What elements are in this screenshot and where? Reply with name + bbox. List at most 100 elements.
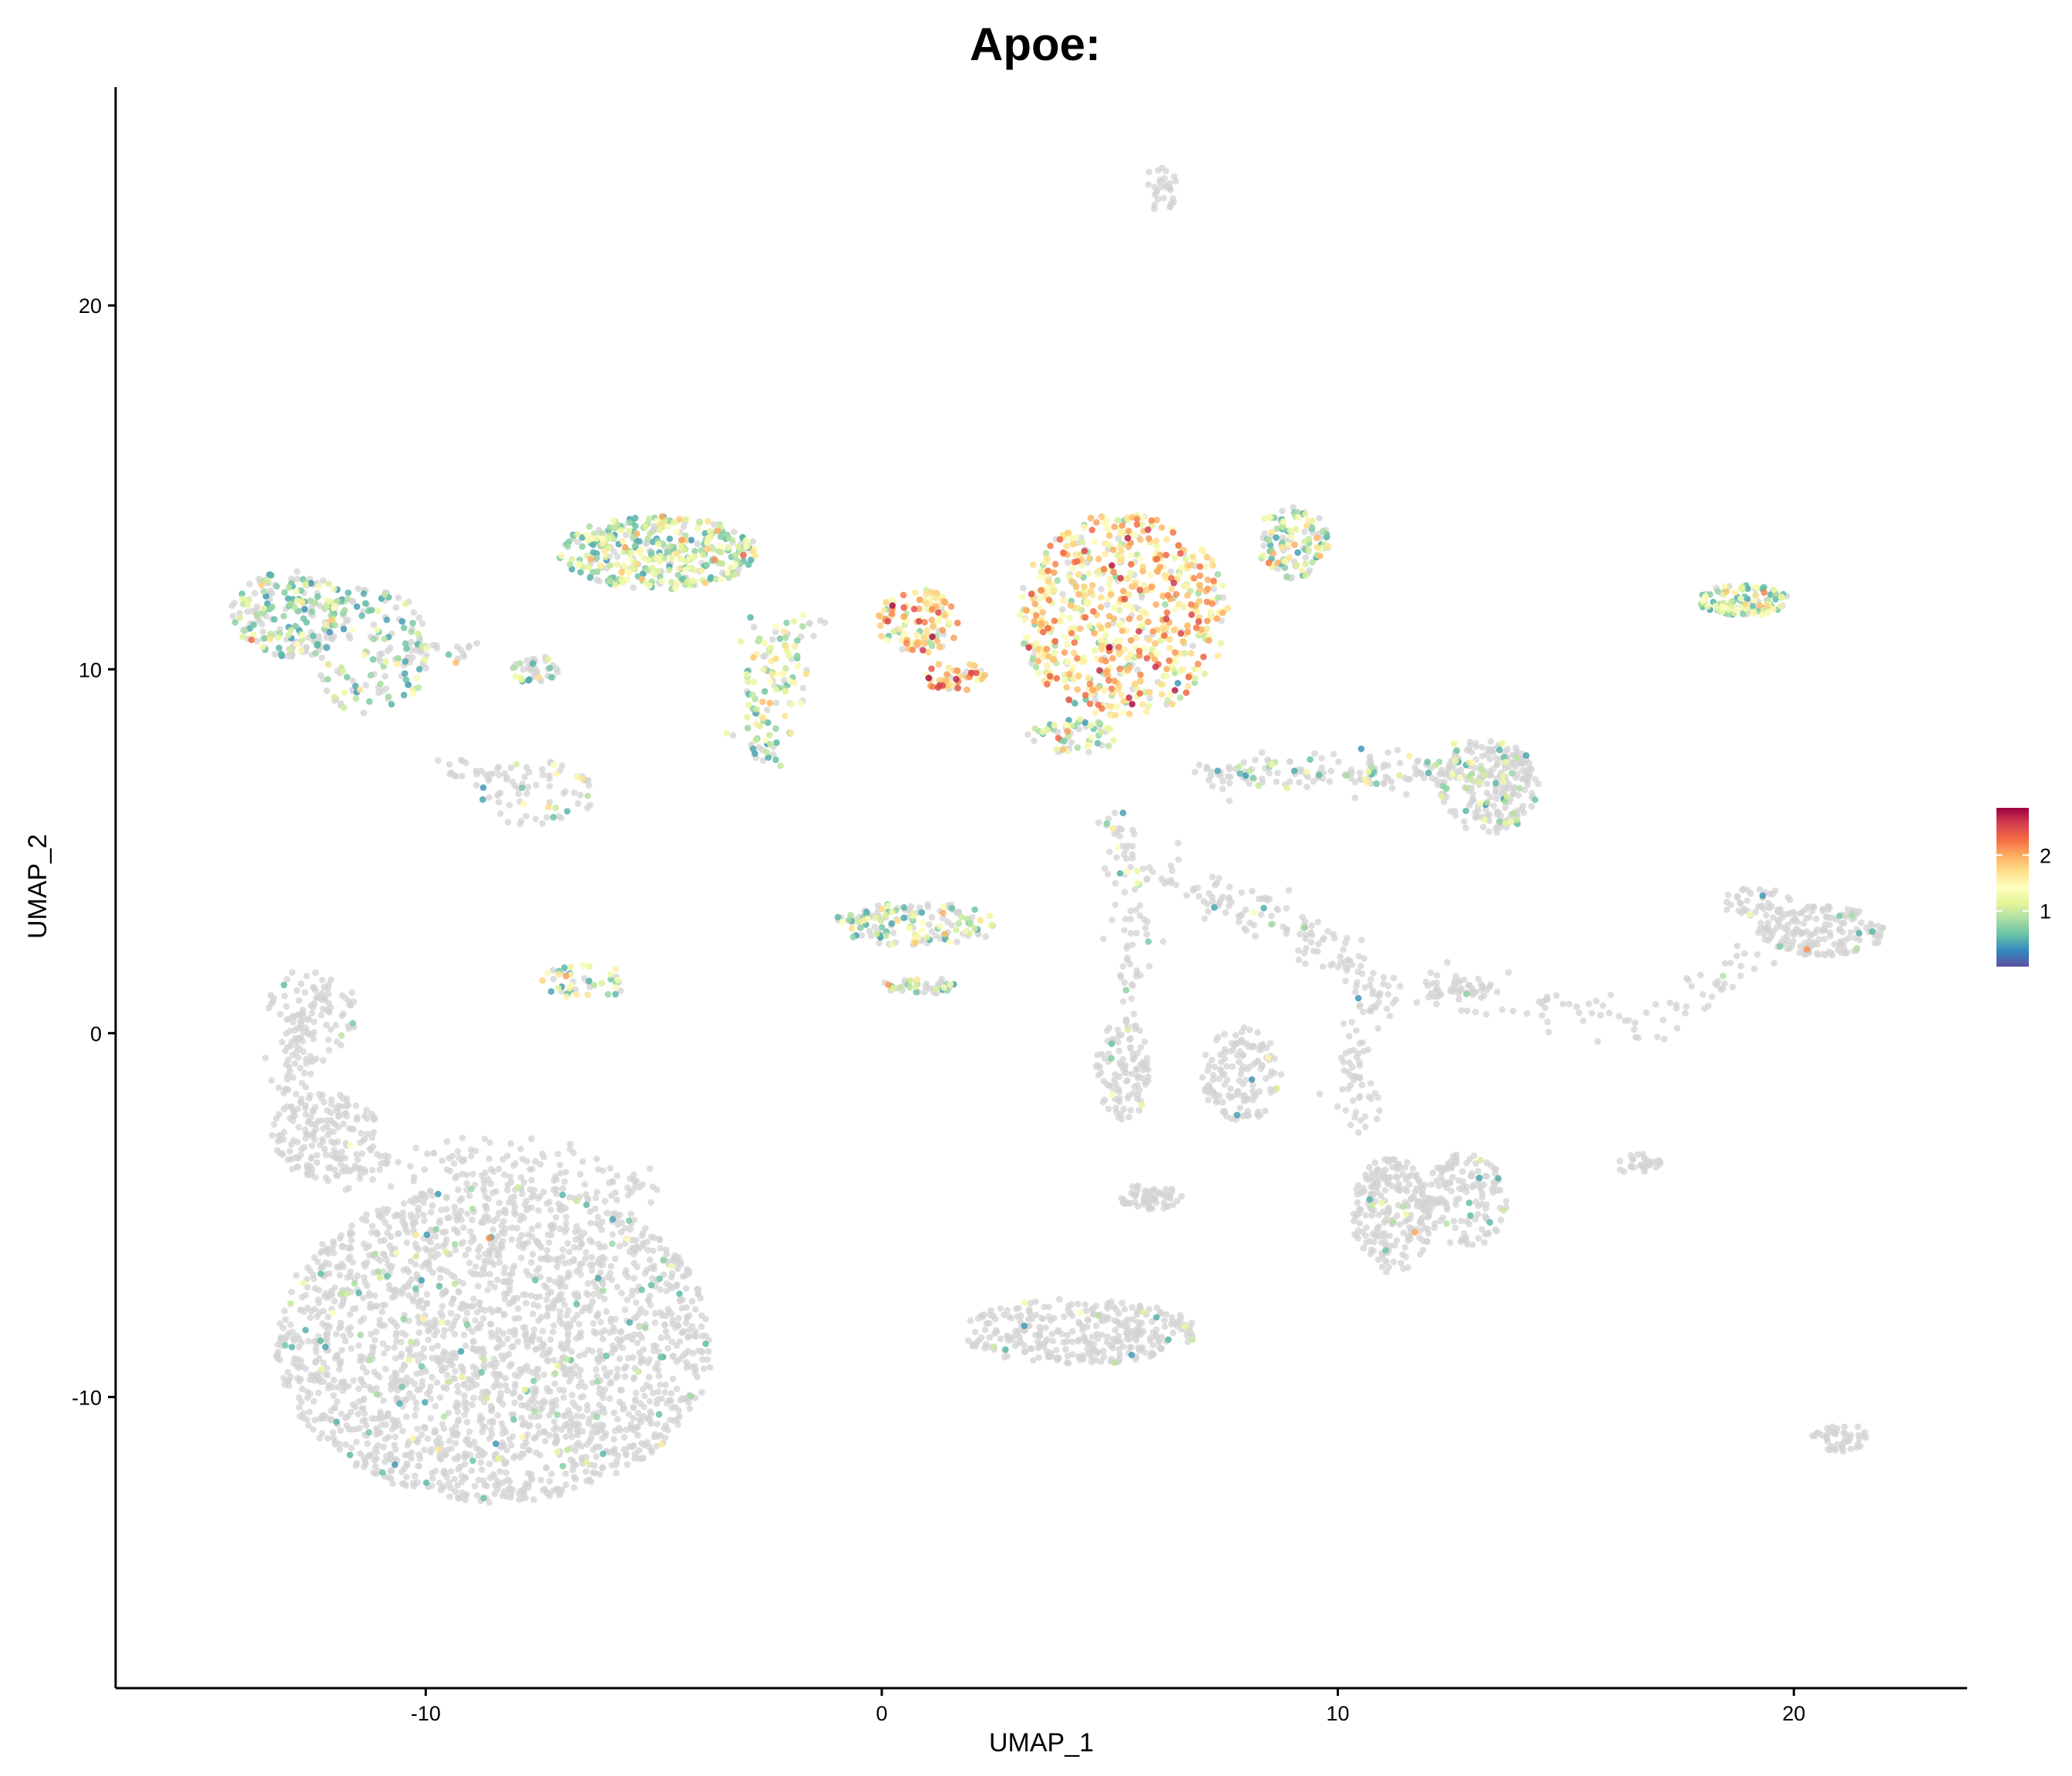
cell-point <box>331 1355 339 1362</box>
cell-point <box>1526 764 1534 771</box>
cell-point <box>338 1149 345 1155</box>
cell-point <box>432 1402 439 1410</box>
cell-point <box>1088 1333 1096 1340</box>
cell-point <box>547 1388 554 1395</box>
cell-point <box>1162 1310 1170 1318</box>
cell-point <box>614 1415 621 1423</box>
cell-point <box>571 1290 578 1298</box>
cell-point <box>684 1334 691 1340</box>
cell-point <box>338 1041 345 1049</box>
cell-point <box>1357 769 1364 776</box>
cell-point <box>1098 585 1105 593</box>
cell-point <box>345 1102 352 1109</box>
cell-point <box>1031 737 1038 745</box>
cell-point <box>537 1314 545 1321</box>
cell-point <box>1653 1033 1661 1041</box>
cell-point <box>258 621 266 628</box>
cell-point <box>511 1383 519 1390</box>
cell-point <box>291 1355 298 1362</box>
cell-point <box>1196 762 1203 769</box>
cell-point <box>341 1383 349 1390</box>
cell-point <box>646 1256 654 1263</box>
cell-point <box>1324 928 1331 935</box>
cell-point <box>464 1210 471 1217</box>
cell-point <box>1514 771 1521 778</box>
cell-point <box>449 1295 457 1302</box>
cell-point <box>1127 907 1135 914</box>
cell-point <box>403 1460 410 1468</box>
cell-point <box>1121 1306 1128 1313</box>
cell-point <box>1136 1327 1144 1334</box>
cell-point <box>632 1247 639 1254</box>
cell-point <box>278 1038 286 1046</box>
cell-point <box>1240 758 1247 766</box>
cell-point <box>254 603 261 610</box>
cell-point <box>1183 892 1190 899</box>
cell-point <box>268 1132 276 1139</box>
cell-point <box>1434 781 1441 789</box>
cell-point <box>1365 1176 1372 1183</box>
cell-point <box>503 1290 511 1297</box>
cell-point <box>285 1330 292 1337</box>
cell-point <box>1853 1444 1860 1451</box>
cell-point <box>1238 889 1246 896</box>
cell-point <box>1559 1001 1566 1007</box>
cell-point <box>1056 1296 1063 1303</box>
cell-point <box>281 1128 288 1135</box>
cell-point <box>506 1363 513 1370</box>
cell-point <box>1119 1065 1127 1072</box>
cell-point <box>1643 1009 1650 1016</box>
cell-point <box>368 1303 375 1311</box>
cell-point <box>1134 666 1141 674</box>
cell-point <box>1723 906 1731 913</box>
cell-point <box>1226 883 1233 890</box>
cell-point <box>673 1358 680 1365</box>
cell-point <box>553 1263 560 1270</box>
cell-point <box>1285 886 1293 894</box>
cell-point <box>535 1207 542 1214</box>
cell-point <box>1286 778 1293 785</box>
cell-point <box>462 1451 469 1458</box>
cell-point <box>532 1346 539 1353</box>
cell-point <box>1504 745 1511 753</box>
cell-point <box>1788 942 1795 950</box>
cell-point <box>587 1478 594 1485</box>
cell-point <box>1032 1311 1040 1319</box>
cell-point <box>553 665 560 672</box>
cell-point <box>1401 775 1408 782</box>
cell-point <box>1256 1088 1263 1095</box>
cell-point <box>799 684 807 691</box>
cell-point <box>866 927 873 935</box>
cell-point <box>1463 1218 1471 1225</box>
cell-point <box>683 1303 690 1311</box>
cell-point <box>328 636 336 643</box>
cell-point <box>619 1344 627 1351</box>
cell-point <box>940 914 947 922</box>
cell-point <box>372 1328 380 1335</box>
cell-point <box>1842 913 1849 920</box>
cell-point <box>614 1283 621 1290</box>
cell-point <box>431 1317 439 1324</box>
cell-point <box>599 1406 607 1413</box>
cell-point <box>514 1338 522 1345</box>
cell-point <box>1256 1112 1264 1118</box>
cell-point <box>447 1310 455 1317</box>
cell-point <box>380 1397 387 1404</box>
cell-point <box>424 1321 431 1329</box>
cell-point <box>1721 980 1728 987</box>
cell-point <box>1757 920 1764 927</box>
cell-point <box>500 1355 506 1363</box>
cell-point <box>469 1363 477 1371</box>
cell-point <box>661 1389 669 1396</box>
cell-point <box>340 1120 347 1128</box>
cell-point <box>1468 1241 1476 1248</box>
cell-point <box>1458 1236 1465 1243</box>
cell-point <box>597 1329 605 1336</box>
cell-point <box>648 1420 654 1428</box>
cell-point <box>1769 914 1777 921</box>
cell-point <box>325 1036 332 1044</box>
cell-point <box>495 1327 503 1334</box>
cell-point <box>1374 1024 1381 1032</box>
cell-point <box>306 1408 313 1416</box>
cell-point <box>550 967 557 974</box>
